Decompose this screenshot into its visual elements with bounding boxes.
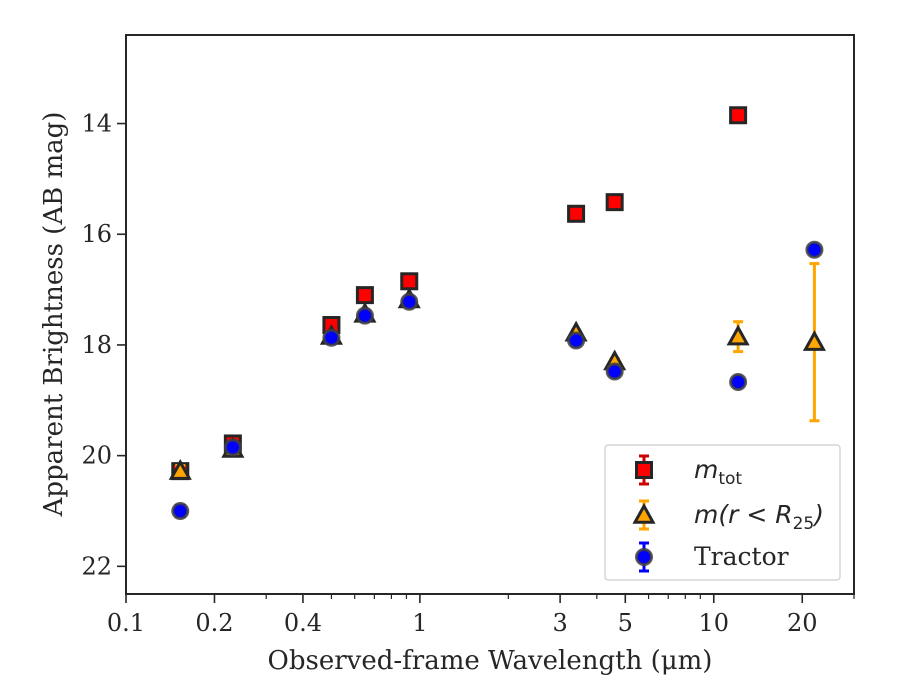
series-tractor-point [171, 501, 190, 520]
series-mtot-point [400, 272, 419, 291]
x-tick-label: 0.4 [284, 609, 322, 637]
series-tractor-point [567, 331, 586, 350]
x-axis: 0.1 0.2 0.4 1 3 5 10 20 [107, 594, 855, 637]
plot-frame [125, 34, 855, 595]
series-tractor-point [805, 240, 824, 259]
series-mtot-point [567, 204, 586, 223]
series-tractor-point [605, 362, 624, 381]
legend-marker [635, 461, 653, 479]
series-mr25-point [802, 330, 826, 351]
x-tick-label: 0.1 [107, 609, 145, 637]
series-tractor-point [400, 292, 419, 311]
legend-marker [632, 502, 656, 524]
x-axis-label: Observed-frame Wavelength (μm) [268, 646, 713, 676]
series-2 [171, 240, 824, 520]
y-tick-label: 22 [81, 552, 112, 580]
x-tick-label: 0.2 [195, 609, 233, 637]
legend-label: m(r < R25) [694, 500, 824, 534]
series-mr25-point [168, 459, 192, 480]
data-marks [168, 106, 826, 520]
legend-box [604, 444, 841, 581]
series-tractor-point [729, 373, 748, 392]
legend: mtot m(r < R25) Tractor [604, 444, 841, 581]
x-tick-label: 20 [787, 609, 818, 637]
series-tractor-point [223, 438, 242, 457]
x-tick-label: 10 [699, 609, 730, 637]
series-mtot-point [729, 106, 748, 125]
legend-label: mtot [694, 455, 742, 489]
series-mr25-point [726, 324, 750, 346]
y-tick-label: 20 [81, 442, 112, 470]
x-tick-label: 1 [412, 609, 427, 637]
legend-label: Tractor [694, 542, 789, 571]
series-tractor-point [355, 306, 374, 325]
y-axis-label: Apparent Brightness (AB mag) [39, 112, 69, 518]
series-mtot-point [605, 193, 624, 212]
y-tick-label: 18 [81, 331, 112, 359]
y-axis: 14 16 18 20 22 [81, 110, 126, 580]
y-tick-label: 14 [81, 110, 112, 138]
x-tick-label: 5 [618, 609, 633, 637]
series-0 [171, 106, 748, 481]
x-tick-label: 3 [552, 609, 567, 637]
series-mtot-point [355, 286, 374, 305]
legend-marker [635, 548, 653, 566]
series-tractor-point [322, 328, 341, 347]
y-tick-label: 16 [81, 220, 112, 248]
